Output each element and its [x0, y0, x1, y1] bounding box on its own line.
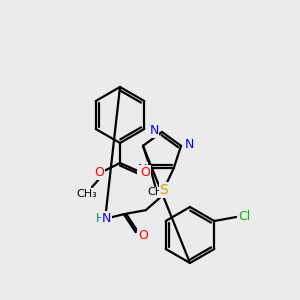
- Text: O: O: [94, 167, 104, 179]
- Text: S: S: [159, 183, 168, 197]
- Text: N: N: [102, 212, 111, 225]
- Text: Cl: Cl: [238, 211, 250, 224]
- Text: N: N: [149, 124, 159, 137]
- Text: N: N: [184, 138, 194, 151]
- Text: H: H: [95, 212, 104, 225]
- Text: O: O: [138, 229, 148, 242]
- Text: N: N: [138, 163, 147, 176]
- Text: CH₃: CH₃: [148, 187, 169, 197]
- Text: CH₃: CH₃: [76, 189, 98, 199]
- Text: O: O: [140, 166, 150, 178]
